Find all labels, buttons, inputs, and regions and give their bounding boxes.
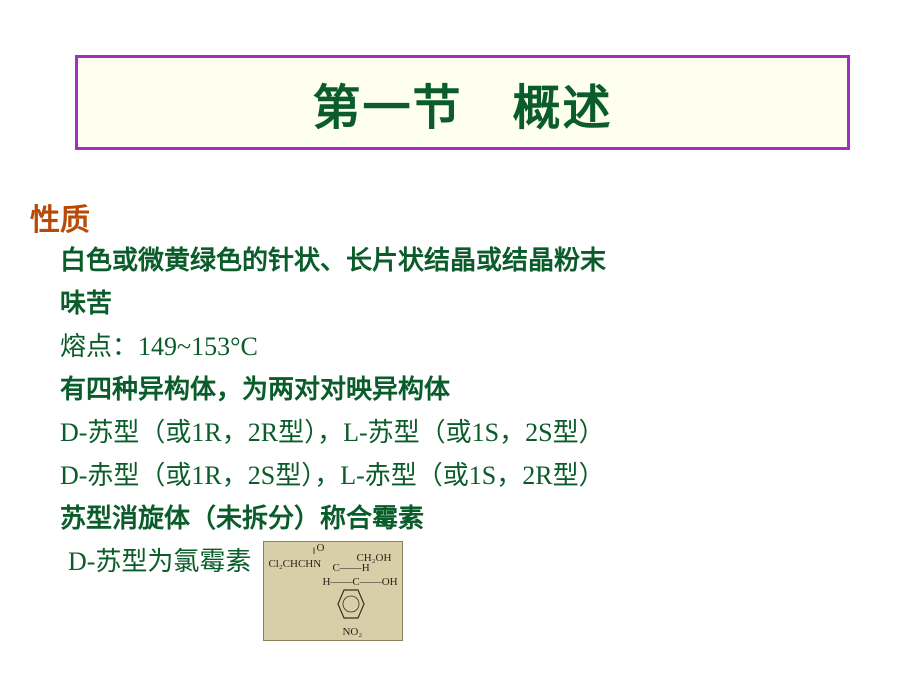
content-line: 味苦 [60, 283, 880, 320]
content-line: 熔点：149~153°C [60, 326, 880, 363]
chemical-structure-image: O ‖ Cl₂CHCHN CH₂OH C——H H——C——OH NO₂ [263, 541, 403, 641]
benzene-ring-icon [334, 586, 370, 626]
chem-label: NO₂ [342, 626, 362, 638]
chem-bond: ‖ [312, 546, 315, 556]
content-line: 白色或微黄绿色的针状、长片状结晶或结晶粉末 [60, 240, 880, 277]
content-line: D-苏型为氯霉素 [68, 541, 251, 578]
content-line: 有四种异构体，为两对对映异构体 [60, 369, 880, 406]
content-block: 白色或微黄绿色的针状、长片状结晶或结晶粉末 味苦 熔点：149~153°C 有四… [60, 240, 880, 641]
slide-title: 第一节 概述 [312, 68, 612, 138]
last-row: D-苏型为氯霉素 O ‖ Cl₂CHCHN CH₂OH C——H H——C——O… [68, 541, 880, 641]
chem-label: Cl₂CHCHN [268, 558, 321, 570]
content-line: 苏型消旋体（未拆分）称合霉素 [60, 498, 880, 535]
chem-label: C——H [332, 562, 369, 574]
content-line: D-苏型（或1R，2R型），L-苏型（或1S，2S型） [60, 412, 880, 449]
content-line: D-赤型（或1R，2S型），L-赤型（或1S，2R型） [60, 455, 880, 492]
title-box: 第一节 概述 [75, 55, 850, 150]
section-heading: 性质 [30, 195, 90, 239]
chem-label: O [316, 542, 324, 554]
